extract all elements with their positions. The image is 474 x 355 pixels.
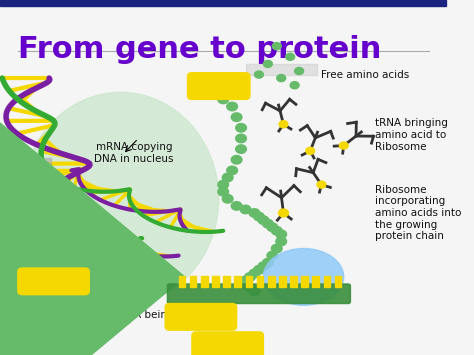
Circle shape bbox=[227, 102, 237, 111]
Circle shape bbox=[295, 67, 303, 75]
Circle shape bbox=[254, 266, 264, 274]
Bar bbox=[190, 276, 196, 287]
Bar bbox=[0, 0, 447, 6]
Circle shape bbox=[339, 142, 348, 149]
Bar bbox=[212, 276, 219, 287]
Circle shape bbox=[286, 53, 295, 60]
Circle shape bbox=[317, 181, 326, 188]
Circle shape bbox=[218, 95, 228, 104]
FancyBboxPatch shape bbox=[18, 268, 89, 295]
Circle shape bbox=[204, 84, 215, 93]
Circle shape bbox=[272, 244, 282, 253]
Circle shape bbox=[245, 283, 255, 292]
Circle shape bbox=[218, 180, 228, 189]
Bar bbox=[234, 276, 241, 287]
Bar bbox=[179, 276, 185, 287]
Circle shape bbox=[240, 276, 251, 285]
FancyArrowPatch shape bbox=[0, 110, 185, 355]
Bar bbox=[223, 276, 230, 287]
Circle shape bbox=[240, 205, 251, 214]
Circle shape bbox=[231, 202, 242, 210]
Bar bbox=[290, 276, 297, 287]
Text: tRNA bringing
amino acid to
Ribosome: tRNA bringing amino acid to Ribosome bbox=[375, 118, 448, 152]
Text: Free amino acids: Free amino acids bbox=[321, 70, 410, 80]
Circle shape bbox=[264, 60, 272, 67]
Circle shape bbox=[279, 209, 289, 217]
Circle shape bbox=[249, 209, 260, 217]
Circle shape bbox=[277, 75, 286, 82]
Circle shape bbox=[258, 216, 269, 224]
Bar bbox=[268, 276, 274, 287]
Circle shape bbox=[236, 134, 246, 143]
Circle shape bbox=[276, 237, 287, 246]
Circle shape bbox=[254, 212, 264, 221]
Bar bbox=[201, 276, 208, 287]
FancyBboxPatch shape bbox=[192, 332, 264, 355]
Ellipse shape bbox=[22, 92, 219, 305]
Circle shape bbox=[290, 82, 299, 89]
Bar bbox=[246, 64, 317, 75]
FancyBboxPatch shape bbox=[167, 284, 350, 304]
Circle shape bbox=[272, 43, 281, 50]
Bar bbox=[301, 276, 308, 287]
Circle shape bbox=[306, 147, 315, 154]
Bar bbox=[20, 158, 51, 170]
Circle shape bbox=[279, 121, 288, 128]
Circle shape bbox=[263, 258, 273, 267]
FancyBboxPatch shape bbox=[188, 73, 250, 99]
Bar bbox=[257, 276, 264, 287]
Text: From gene to protein: From gene to protein bbox=[18, 36, 381, 65]
Text: mRNA copying
DNA in nucleus: mRNA copying DNA in nucleus bbox=[94, 142, 173, 164]
Circle shape bbox=[222, 195, 233, 203]
Circle shape bbox=[236, 124, 246, 132]
Circle shape bbox=[258, 262, 269, 271]
FancyBboxPatch shape bbox=[165, 304, 237, 330]
Bar bbox=[246, 276, 252, 287]
Circle shape bbox=[249, 269, 260, 278]
Circle shape bbox=[222, 173, 233, 182]
Circle shape bbox=[267, 223, 278, 231]
Bar bbox=[335, 276, 341, 287]
Circle shape bbox=[276, 230, 287, 239]
Circle shape bbox=[218, 187, 228, 196]
Bar bbox=[279, 276, 286, 287]
Circle shape bbox=[231, 155, 242, 164]
Circle shape bbox=[227, 166, 237, 175]
Circle shape bbox=[263, 219, 273, 228]
Circle shape bbox=[255, 71, 264, 78]
Circle shape bbox=[272, 226, 282, 235]
Text: Ribosome
incorporating
amino acids into
the growing
protein chain: Ribosome incorporating amino acids into … bbox=[375, 185, 461, 241]
Text: mRNA being translated: mRNA being translated bbox=[109, 310, 230, 320]
Circle shape bbox=[249, 287, 260, 295]
Bar bbox=[324, 276, 330, 287]
Circle shape bbox=[245, 273, 255, 281]
Circle shape bbox=[236, 145, 246, 153]
Circle shape bbox=[267, 251, 278, 260]
Ellipse shape bbox=[264, 248, 344, 305]
Bar bbox=[312, 276, 319, 287]
Circle shape bbox=[240, 280, 251, 288]
Circle shape bbox=[231, 113, 242, 121]
